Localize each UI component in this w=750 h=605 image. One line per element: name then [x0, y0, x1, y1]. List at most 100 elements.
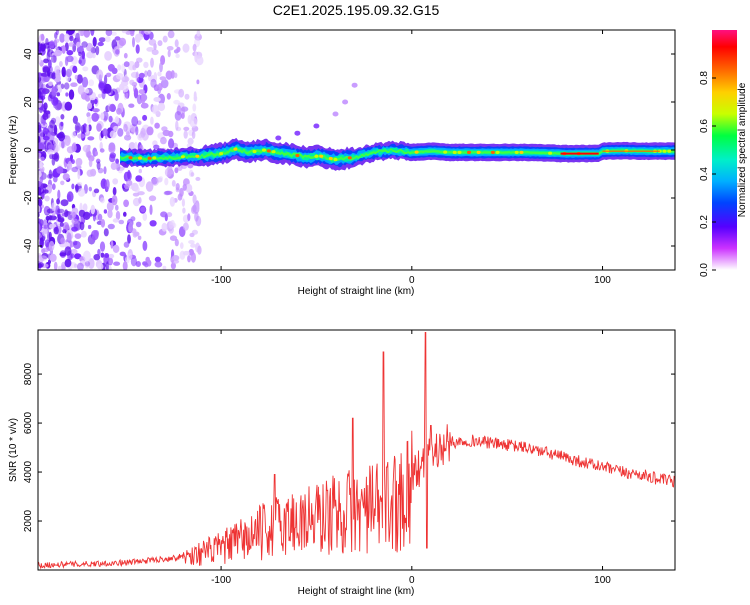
spectrogram-noise-blob	[57, 189, 61, 200]
spectrogram-noise-blob	[112, 178, 119, 185]
spectrogram-noise-blob	[71, 218, 78, 225]
spectrogram-noise-blob	[135, 261, 141, 267]
spectrogram-noise-blob	[181, 164, 188, 169]
spectrogram-noise-blob	[71, 226, 78, 232]
spectrogram-noise-blob	[97, 248, 101, 256]
spectrogram-noise-blob	[57, 265, 62, 270]
spectrogram-noise-blob	[87, 116, 92, 124]
spectrogram-noise-blob	[44, 239, 50, 248]
colorbar-label: Normalized spectral amplitude	[737, 82, 748, 217]
spectrogram-noise-blob	[104, 74, 108, 85]
spectrogram-noise-blob	[74, 74, 79, 80]
spectrogram-hot-spot	[219, 152, 224, 156]
spectrogram-noise-blob	[137, 235, 142, 240]
spectrogram-band-layer	[120, 146, 675, 162]
spectrogram-noise-blob	[115, 158, 119, 164]
y-tick-label: 6000	[23, 412, 34, 435]
snr-y-axis-label: SNR (10 * v/v)	[8, 418, 19, 482]
spectrogram-noise-blob	[116, 73, 124, 80]
spectrogram-noise-blob	[112, 218, 119, 223]
spectrogram-noise-blob	[62, 222, 70, 232]
spectrogram-noise-blob	[54, 32, 58, 39]
spectrogram-hot-spot	[333, 158, 338, 162]
spectrogram-noise-blob	[92, 53, 96, 59]
spectrogram-noise-blob	[148, 38, 157, 46]
spectrogram-noise-blob	[162, 35, 168, 43]
spectrogram-noise-blob	[165, 70, 173, 80]
spectrogram-noise-blob	[182, 207, 186, 214]
spectrogram-noise-blob	[71, 183, 75, 190]
spectrogram-noise-blob	[178, 88, 185, 98]
spectrogram-noise-blob	[128, 103, 135, 108]
spectrogram-noise-blob	[150, 78, 157, 88]
spectrogram-band-layer	[120, 144, 675, 165]
spectrogram-noise-blob	[151, 49, 159, 56]
spectrogram-noise-blob	[114, 36, 121, 41]
spectrogram-noise-blob	[38, 141, 45, 151]
spectrogram-branch-point	[332, 111, 339, 117]
spectrogram-noise-blob	[171, 255, 180, 261]
spectrogram-noise-blob	[106, 201, 114, 212]
spectrogram-noise-blob	[124, 183, 130, 190]
spectrogram-noise-blob	[175, 120, 179, 131]
spectrogram-noise-blob	[195, 176, 201, 181]
spectrogram-noise-blob	[110, 240, 114, 249]
spectrogram-noise-blob	[38, 223, 41, 232]
spectrogram-noise-blob	[48, 59, 52, 69]
spectrogram-noise-blob	[64, 135, 71, 147]
spectrogram-noise-blob	[70, 82, 78, 87]
spectrogram-hot-spot	[138, 156, 142, 160]
spectrogram-noise-blob	[174, 238, 179, 247]
snr-frame	[37, 329, 676, 571]
spectrogram-noise-blob	[92, 36, 97, 47]
spectrogram-noise-blob	[38, 97, 43, 108]
spectrogram-noise-blob	[60, 261, 66, 270]
spectrogram-noise-blob	[119, 251, 126, 257]
spectrogram-hot-spot	[328, 156, 333, 161]
y-tick-label: 40	[23, 48, 34, 60]
spectrogram-noise-blob	[108, 257, 114, 265]
spectrogram-noise-blob	[115, 162, 121, 172]
spectrogram-noise-blob	[60, 114, 65, 120]
spectrogram-noise-blob	[157, 40, 163, 47]
spectrogram-noise-blob	[182, 250, 190, 256]
spectrogram-noise-blob	[81, 41, 88, 48]
spectrogram-noise-blob	[80, 124, 86, 134]
spectrogram-noise-blob	[73, 241, 81, 249]
spectrogram-noise-blob	[52, 137, 59, 146]
spectrogram-noise-blob	[78, 209, 86, 218]
spectrogram-noise-blob	[98, 37, 106, 43]
spectrogram-noise-blob	[42, 136, 50, 141]
spectrogram-noise-blob	[56, 92, 61, 97]
x-tick-label: 0	[409, 275, 415, 286]
spectrogram-noise-blob	[71, 131, 77, 138]
spectrogram-noise-blob	[157, 83, 163, 91]
spectrogram-noise-blob	[123, 241, 130, 248]
spectrogram-noise-blob	[153, 97, 161, 102]
spectrogram-noise-blob	[60, 180, 65, 186]
spectrogram-noise-blob	[64, 209, 69, 218]
spectrogram-noise-blob	[123, 199, 129, 208]
spectrogram-noise-blob	[72, 211, 76, 219]
spectrogram-noise-blob	[62, 229, 67, 234]
spectrogram-noise-blob	[39, 161, 43, 169]
spectrogram-noise-blob	[38, 152, 42, 159]
spectrogram-noise-blob	[123, 61, 130, 68]
spectrogram-noise-blob	[158, 93, 165, 105]
spectrogram-noise-blob	[143, 61, 149, 69]
spectrogram-noise-blob	[100, 219, 106, 228]
spectrogram-noise-blob	[132, 64, 137, 71]
spectrogram-noise-blob	[94, 151, 98, 156]
spectrogram-noise-blob	[130, 216, 136, 222]
spectrogram-hot-spot	[495, 150, 500, 154]
spectrogram-noise-blob	[48, 231, 52, 241]
spectrogram-noise-blob	[77, 168, 81, 180]
spectrogram-noise-blob	[65, 68, 72, 78]
spectrogram-noise-blob	[107, 223, 115, 230]
spectrogram-noise-blob	[182, 222, 189, 231]
spectrogram-noise-blob	[76, 262, 84, 270]
spectrogram-noise-blob	[56, 144, 61, 152]
spectrogram-noise-blob	[100, 252, 105, 258]
spectrogram-noise-blob	[135, 44, 140, 54]
